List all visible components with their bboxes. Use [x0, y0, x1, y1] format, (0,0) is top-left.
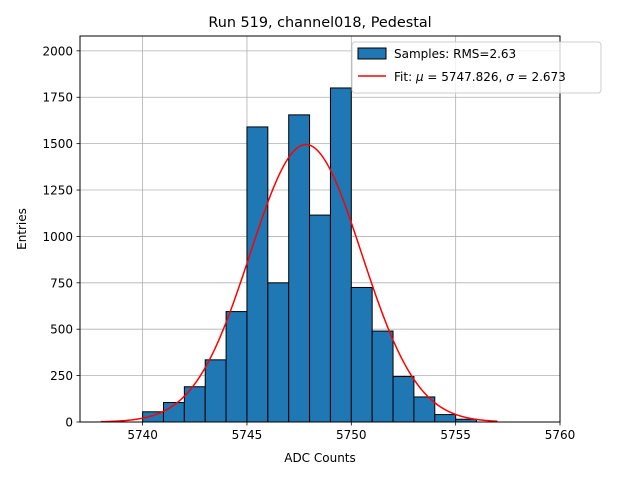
fit-curve-group	[100, 143, 498, 423]
histogram-bar	[434, 414, 457, 423]
histogram-bar	[246, 126, 269, 423]
x-tick-label: 5750	[336, 428, 367, 442]
legend-box	[351, 41, 602, 94]
legend-bar-swatch	[357, 47, 387, 60]
x-tick-label: 5755	[440, 428, 471, 442]
y-tick-label: 1000	[42, 230, 73, 244]
y-tick-label: 750	[50, 276, 73, 290]
histogram-bar	[350, 286, 373, 423]
histogram-bar	[392, 376, 415, 423]
chart-title: Run 519, channel018, Pedestal	[208, 15, 431, 31]
y-tick-label: 1750	[42, 91, 73, 105]
y-tick-label: 500	[50, 323, 73, 337]
y-tick-label: 0	[65, 416, 73, 430]
histogram-bar	[204, 359, 227, 423]
x-tick-label: 5745	[232, 428, 263, 442]
histogram-bars	[142, 87, 478, 423]
plot-frame	[79, 35, 561, 423]
legend-fit-label: Fit: μ = 5747.826, σ = 2.673	[394, 70, 566, 84]
histogram-bar	[329, 87, 352, 423]
histogram-bar	[267, 282, 290, 423]
y-tick-label: 1250	[42, 184, 73, 198]
fit-label-prefix: Fit:	[394, 70, 416, 84]
x-tick-label: 5740	[127, 428, 158, 442]
histogram-bar	[288, 114, 311, 423]
fit-label-mu: μ	[415, 70, 424, 84]
legend-samples-label: Samples: RMS=2.63	[394, 47, 516, 61]
histogram-bar	[371, 330, 394, 423]
histogram-bar	[225, 311, 248, 423]
y-tick-label: 250	[50, 369, 73, 383]
histogram-bar	[309, 214, 331, 423]
y-axis-ticks: 0 250 500 750 1000 1250 1500 1750 2000	[42, 44, 80, 430]
y-tick-label: 2000	[42, 44, 73, 58]
y-axis-label: Entries	[15, 208, 29, 250]
fit-label-sigma: σ	[506, 70, 514, 84]
fit-label-sigma-value: = 2.673	[514, 70, 566, 84]
x-axis-ticks: 5740 5745 5750 5755 5760	[127, 422, 575, 442]
x-tick-label: 5760	[545, 428, 576, 442]
fit-label-mu-value: = 5747.826,	[424, 70, 507, 84]
x-axis-label: ADC Counts	[284, 451, 356, 465]
y-tick-label: 1500	[42, 137, 73, 151]
legend: Samples: RMS=2.63 Fit: μ = 5747.826, σ =…	[351, 41, 602, 94]
fit-curve	[100, 143, 498, 423]
